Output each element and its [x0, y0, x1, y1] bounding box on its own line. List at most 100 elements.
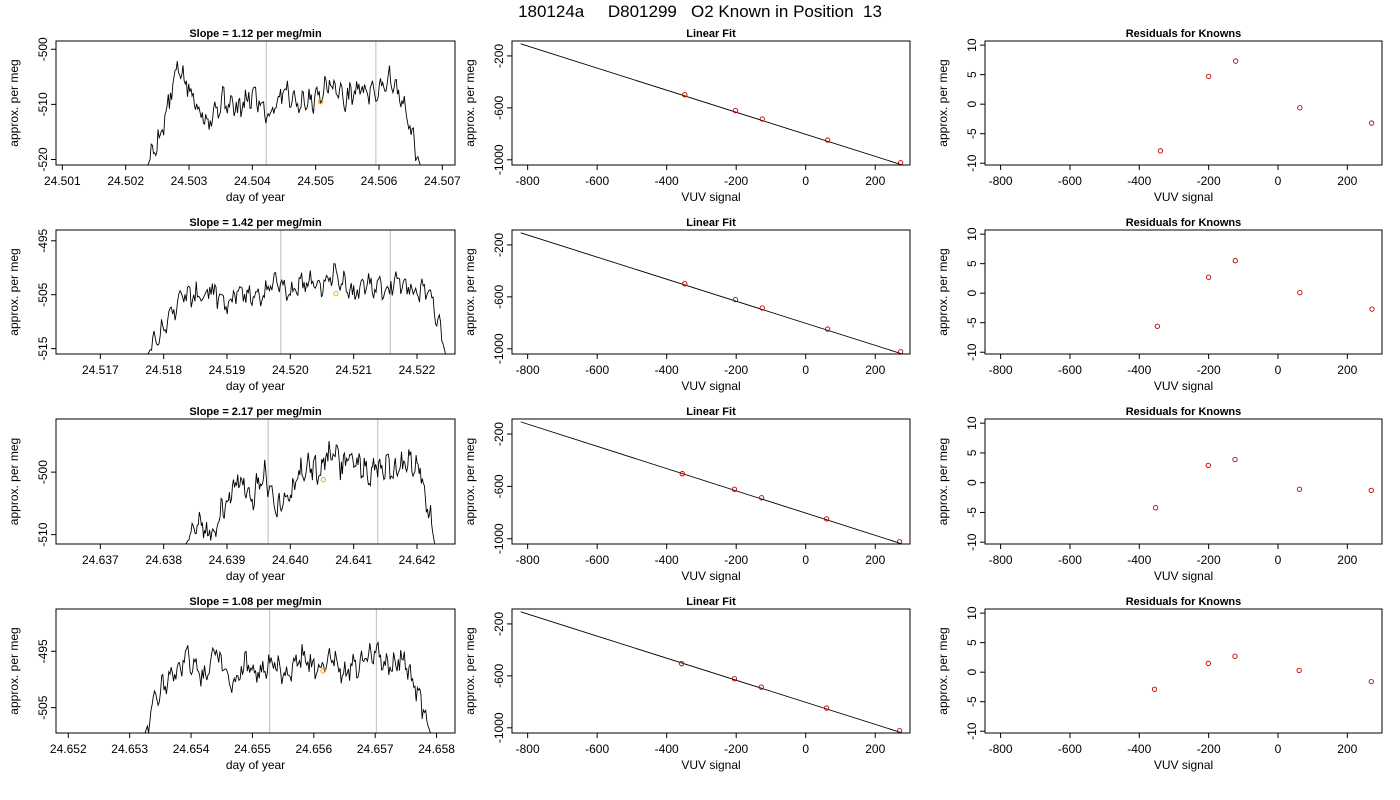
x-tick-label: -800	[516, 742, 540, 756]
y-axis-label: approx. per meg	[463, 627, 477, 714]
x-tick-label: 24.637	[82, 553, 119, 567]
x-tick-label: 24.657	[357, 742, 394, 756]
y-tick-label: -600	[492, 285, 506, 309]
x-axis-label: VUV signal	[1154, 379, 1213, 393]
plot-frame	[984, 418, 1383, 545]
x-tick-label: -400	[1127, 553, 1151, 567]
x-tick-label: 200	[1337, 174, 1357, 188]
panel-title: Slope = 1.42 per meg/min	[189, 217, 322, 229]
y-tick-label: 10	[965, 227, 979, 241]
x-tick-label: 200	[1337, 553, 1357, 567]
y-tick-label: -200	[492, 422, 506, 446]
x-tick-label: -400	[1127, 174, 1151, 188]
y-tick-label: -5	[965, 696, 979, 707]
marker-point	[320, 668, 326, 674]
panel-2-3: Residuals for Knowns -800 -600 -400 -200 0 200…	[936, 217, 1383, 393]
y-tick-label: -5	[965, 317, 979, 328]
x-tick-label: 24.652	[50, 742, 87, 756]
y-tick-label: 10	[965, 606, 979, 620]
data-point	[1368, 120, 1375, 126]
x-tick-label: -800	[516, 553, 540, 567]
y-axis-label: approx. per meg	[463, 438, 477, 525]
x-tick-label: 24.506	[361, 174, 398, 188]
x-tick-label: 0	[802, 742, 809, 756]
x-tick-label: -400	[655, 553, 679, 567]
data-point	[1205, 660, 1211, 666]
x-tick-label: 24.653	[111, 742, 148, 756]
data-point	[732, 107, 739, 114]
x-tick-label: 200	[865, 363, 885, 377]
y-tick-label: -515	[36, 336, 50, 360]
data-point	[1368, 487, 1374, 494]
x-axis-label: day of year	[226, 758, 285, 772]
x-tick-label: -600	[1058, 553, 1082, 567]
x-tick-label: -600	[585, 553, 609, 567]
plot-frame	[984, 608, 1383, 734]
x-axis-label: VUV signal	[1154, 758, 1213, 772]
data-series-line	[185, 441, 436, 544]
x-tick-label: -800	[989, 174, 1013, 188]
data-point	[1233, 58, 1239, 64]
y-tick-label: -5	[965, 128, 979, 139]
x-tick-label: -600	[1058, 742, 1082, 756]
y-tick-label: 5	[965, 71, 979, 78]
data-point	[1368, 678, 1374, 685]
panel-1-1: Slope = 1.12 per meg/min 24.501 24.502 24.5…	[7, 28, 461, 204]
y-axis-label: approx. per meg	[936, 248, 950, 335]
x-tick-label: -200	[724, 363, 748, 377]
y-tick-label: 5	[965, 639, 979, 646]
x-axis-label: VUV signal	[1154, 190, 1213, 204]
x-tick-label: 200	[865, 742, 885, 756]
y-tick-label: -10	[965, 533, 979, 551]
y-tick-label: -5	[965, 507, 979, 518]
x-axis-label: VUV signal	[681, 190, 740, 204]
x-tick-label: 24.642	[399, 553, 436, 567]
y-tick-label: -500	[36, 460, 50, 484]
x-tick-label: -400	[655, 174, 679, 188]
panel-3-1: Slope = 2.17 per meg/min 24.637 24.638 24.6…	[7, 406, 456, 583]
y-axis-label: approx. per meg	[7, 248, 21, 335]
y-tick-label: 0	[965, 101, 979, 108]
y-tick-label: -200	[492, 233, 506, 257]
x-tick-label: 0	[802, 363, 809, 377]
x-tick-label: -800	[989, 742, 1013, 756]
y-axis-label: approx. per meg	[936, 438, 950, 525]
x-tick-label: 24.641	[335, 553, 372, 567]
data-point	[1157, 148, 1164, 154]
x-tick-label: 24.505	[297, 174, 334, 188]
panel-title: Slope = 1.12 per meg/min	[189, 28, 322, 40]
x-axis-label: day of year	[226, 190, 285, 204]
x-tick-label: -600	[1058, 174, 1082, 188]
x-tick-label: 24.518	[145, 363, 182, 377]
x-tick-label: 24.520	[272, 363, 309, 377]
data-point	[1205, 462, 1211, 469]
x-tick-label: -600	[585, 363, 609, 377]
data-point	[1297, 105, 1303, 111]
x-tick-label: -200	[1197, 174, 1221, 188]
marker-point	[318, 98, 324, 105]
data-series-line	[144, 640, 431, 733]
x-axis-label: day of year	[226, 379, 285, 393]
x-tick-label: -600	[1058, 363, 1082, 377]
marker-point	[320, 476, 326, 483]
x-tick-label: 0	[1275, 363, 1282, 377]
panel-4-1: Slope = 1.08 per meg/min 24.652 24.653 24.6…	[7, 596, 456, 772]
y-axis-label: approx. per meg	[7, 438, 21, 525]
x-tick-label: 24.638	[145, 553, 182, 567]
fit-line	[520, 421, 903, 544]
y-tick-label: -495	[36, 639, 50, 663]
y-tick-label: -600	[492, 664, 506, 688]
y-axis-label: approx. per meg	[936, 59, 950, 146]
x-tick-label: 200	[865, 553, 885, 567]
data-series-line	[147, 263, 446, 354]
panel-4-3: Residuals for Knowns -800 -600 -400 -200 0 200…	[936, 596, 1383, 772]
panel-title: Residuals for Knowns	[1126, 406, 1242, 418]
data-point	[1154, 323, 1160, 329]
y-tick-label: -10	[965, 722, 979, 740]
x-axis-label: VUV signal	[1154, 569, 1213, 583]
data-point	[1232, 653, 1238, 659]
x-axis-label: VUV signal	[681, 758, 740, 772]
y-axis-label: approx. per meg	[7, 59, 21, 146]
x-tick-label: 24.658	[418, 742, 455, 756]
data-point	[1232, 258, 1238, 264]
